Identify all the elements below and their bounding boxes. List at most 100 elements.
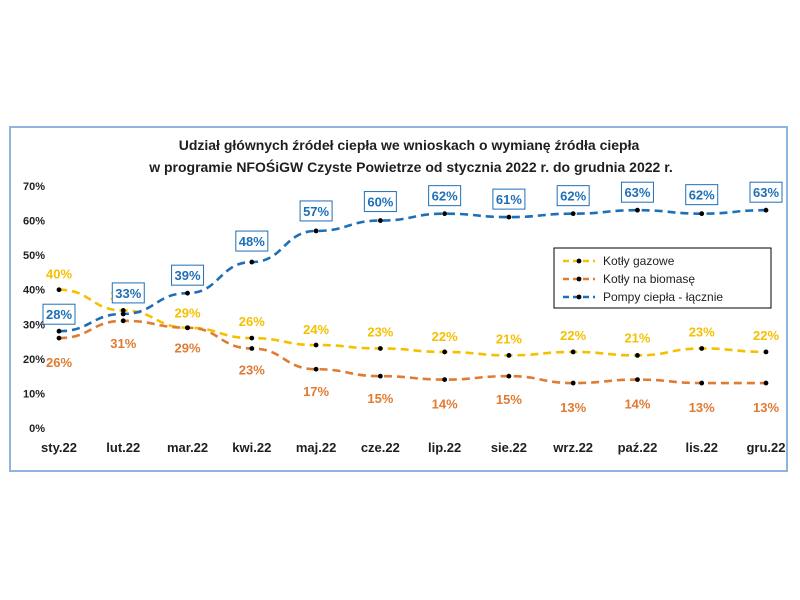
series-1-data-label: 21% <box>496 331 522 346</box>
x-tick-label: cze.22 <box>361 440 400 455</box>
legend-box <box>553 247 772 309</box>
series-1-point <box>635 353 640 358</box>
series-2-data-label: 13% <box>753 400 779 415</box>
series-3-label-box <box>171 264 205 286</box>
series-3-data-label: 61% <box>496 192 522 207</box>
series-3-label-box <box>42 303 76 325</box>
x-tick-label: wrz.22 <box>552 440 593 455</box>
series-1-line <box>58 288 767 357</box>
chart-title-line-2: w programie NFOŚiGW Czyste Powietrze od … <box>148 158 673 175</box>
x-tick-label: gru.22 <box>746 440 785 455</box>
series-1-point <box>56 287 62 293</box>
series-2-point <box>570 380 576 386</box>
x-tick-label: kwi.22 <box>232 440 271 455</box>
y-tick-label: 0% <box>29 423 45 435</box>
series-3-point <box>699 211 705 217</box>
y-tick-label: 70% <box>23 181 45 193</box>
legend-label: Kotły na biomasę <box>603 272 695 286</box>
series-1-point <box>249 335 255 341</box>
series-2-data-label: 29% <box>175 341 201 356</box>
y-tick-label: 60% <box>23 216 45 228</box>
series-1-data-label: 26% <box>239 314 265 329</box>
legend-label: Pompy ciepła - łącznie <box>603 290 723 304</box>
series-2-data-label: 17% <box>303 384 329 399</box>
series-1-point <box>442 349 448 355</box>
series-2-point <box>56 335 62 341</box>
y-tick-label: 20% <box>23 354 45 366</box>
series-3-label-box <box>492 188 526 210</box>
data-points <box>56 207 769 386</box>
series-3-label-box <box>620 181 654 203</box>
series-2-point <box>249 346 255 351</box>
legend-marker <box>576 276 582 282</box>
series-2-point <box>120 318 126 324</box>
series-3-data-label: 33% <box>115 286 141 301</box>
series-2-point <box>506 373 512 379</box>
series-3-data-label: 39% <box>175 268 201 283</box>
series-3-data-label: 62% <box>432 189 458 204</box>
series-2-data-label: 23% <box>239 362 265 377</box>
series-1-point <box>763 349 769 355</box>
legend-label: Kotły gazowe <box>603 254 675 268</box>
series-3-point <box>377 218 383 223</box>
line-chart: Udział głównych źródeł ciepła we wnioska… <box>23 137 786 455</box>
x-tick-label: paź.22 <box>618 440 658 455</box>
series-3-label-box <box>363 191 397 213</box>
x-tick-label: lut.22 <box>106 440 140 455</box>
series-1-data-label: 22% <box>560 328 586 343</box>
series-2-point <box>635 377 640 382</box>
series-2-point <box>313 366 319 372</box>
series-1-point <box>313 342 319 348</box>
series-3-label-box <box>685 184 719 206</box>
series-3-data-label: 48% <box>239 234 265 249</box>
series-3-data-label: 60% <box>367 195 393 210</box>
series-3-data-label: 62% <box>560 189 586 204</box>
series-1-point <box>699 346 705 351</box>
y-tick-label: 30% <box>23 319 45 331</box>
series-2-data-label: 13% <box>560 400 586 415</box>
series-3-line <box>58 208 767 333</box>
series-3-point <box>249 259 255 265</box>
series-3-point <box>442 211 448 217</box>
series-2-point <box>763 380 769 386</box>
series-1-point <box>120 308 126 313</box>
series-1-data-label: 29% <box>175 306 201 321</box>
x-tick-label: maj.22 <box>296 440 336 455</box>
series-1-data-label: 22% <box>753 328 779 343</box>
series-1-point <box>506 353 512 358</box>
series-3-point <box>185 290 190 296</box>
series-3-point <box>120 311 126 317</box>
series-2-data-label: 31% <box>110 336 136 351</box>
series-2-data-label: 13% <box>689 400 715 415</box>
series-3-data-label: 63% <box>624 185 650 200</box>
y-axis: 0% 10% 20% 30% 40% 50% 60% 70% <box>23 181 45 435</box>
series-2-data-label: 15% <box>367 391 393 406</box>
series-2-data-label: 14% <box>432 397 458 412</box>
series-2-point <box>442 377 448 382</box>
series-2-line <box>58 319 767 385</box>
series-3-point <box>313 228 319 234</box>
series-1-data-label: 23% <box>689 324 715 339</box>
series-3-data-label: 62% <box>689 188 715 203</box>
legend: Kotły gazowe Kotły na biomasę Pompy ciepła… <box>553 247 772 309</box>
series-3-label-box <box>111 282 145 304</box>
series-1-point <box>377 346 383 351</box>
series-3-data-label: 63% <box>753 185 779 200</box>
series-2-point <box>377 373 383 379</box>
series-2-point <box>185 325 190 331</box>
data-labels: 40%34%29%26%24%23%22%21%22%21%23%22%26%3… <box>42 181 783 415</box>
series-2-data-label: 14% <box>624 397 650 412</box>
series-1-data-label: 40% <box>46 267 72 282</box>
x-tick-label: lip.22 <box>428 440 461 455</box>
x-tick-label: mar.22 <box>167 440 208 455</box>
series-3-data-label: 28% <box>46 307 72 322</box>
y-tick-label: 40% <box>23 285 45 297</box>
x-tick-label: lis.22 <box>685 440 718 455</box>
series-2-data-label: 15% <box>496 392 522 407</box>
x-axis: sty.22 lut.22 mar.22 kwi.22 maj.22 cze.22 lip.… <box>41 440 785 455</box>
series-1-data-label: 21% <box>624 330 650 345</box>
y-tick-label: 50% <box>23 250 45 262</box>
legend-marker <box>576 258 582 264</box>
x-tick-label: sty.22 <box>41 440 77 455</box>
series-3-label-box <box>235 230 269 252</box>
